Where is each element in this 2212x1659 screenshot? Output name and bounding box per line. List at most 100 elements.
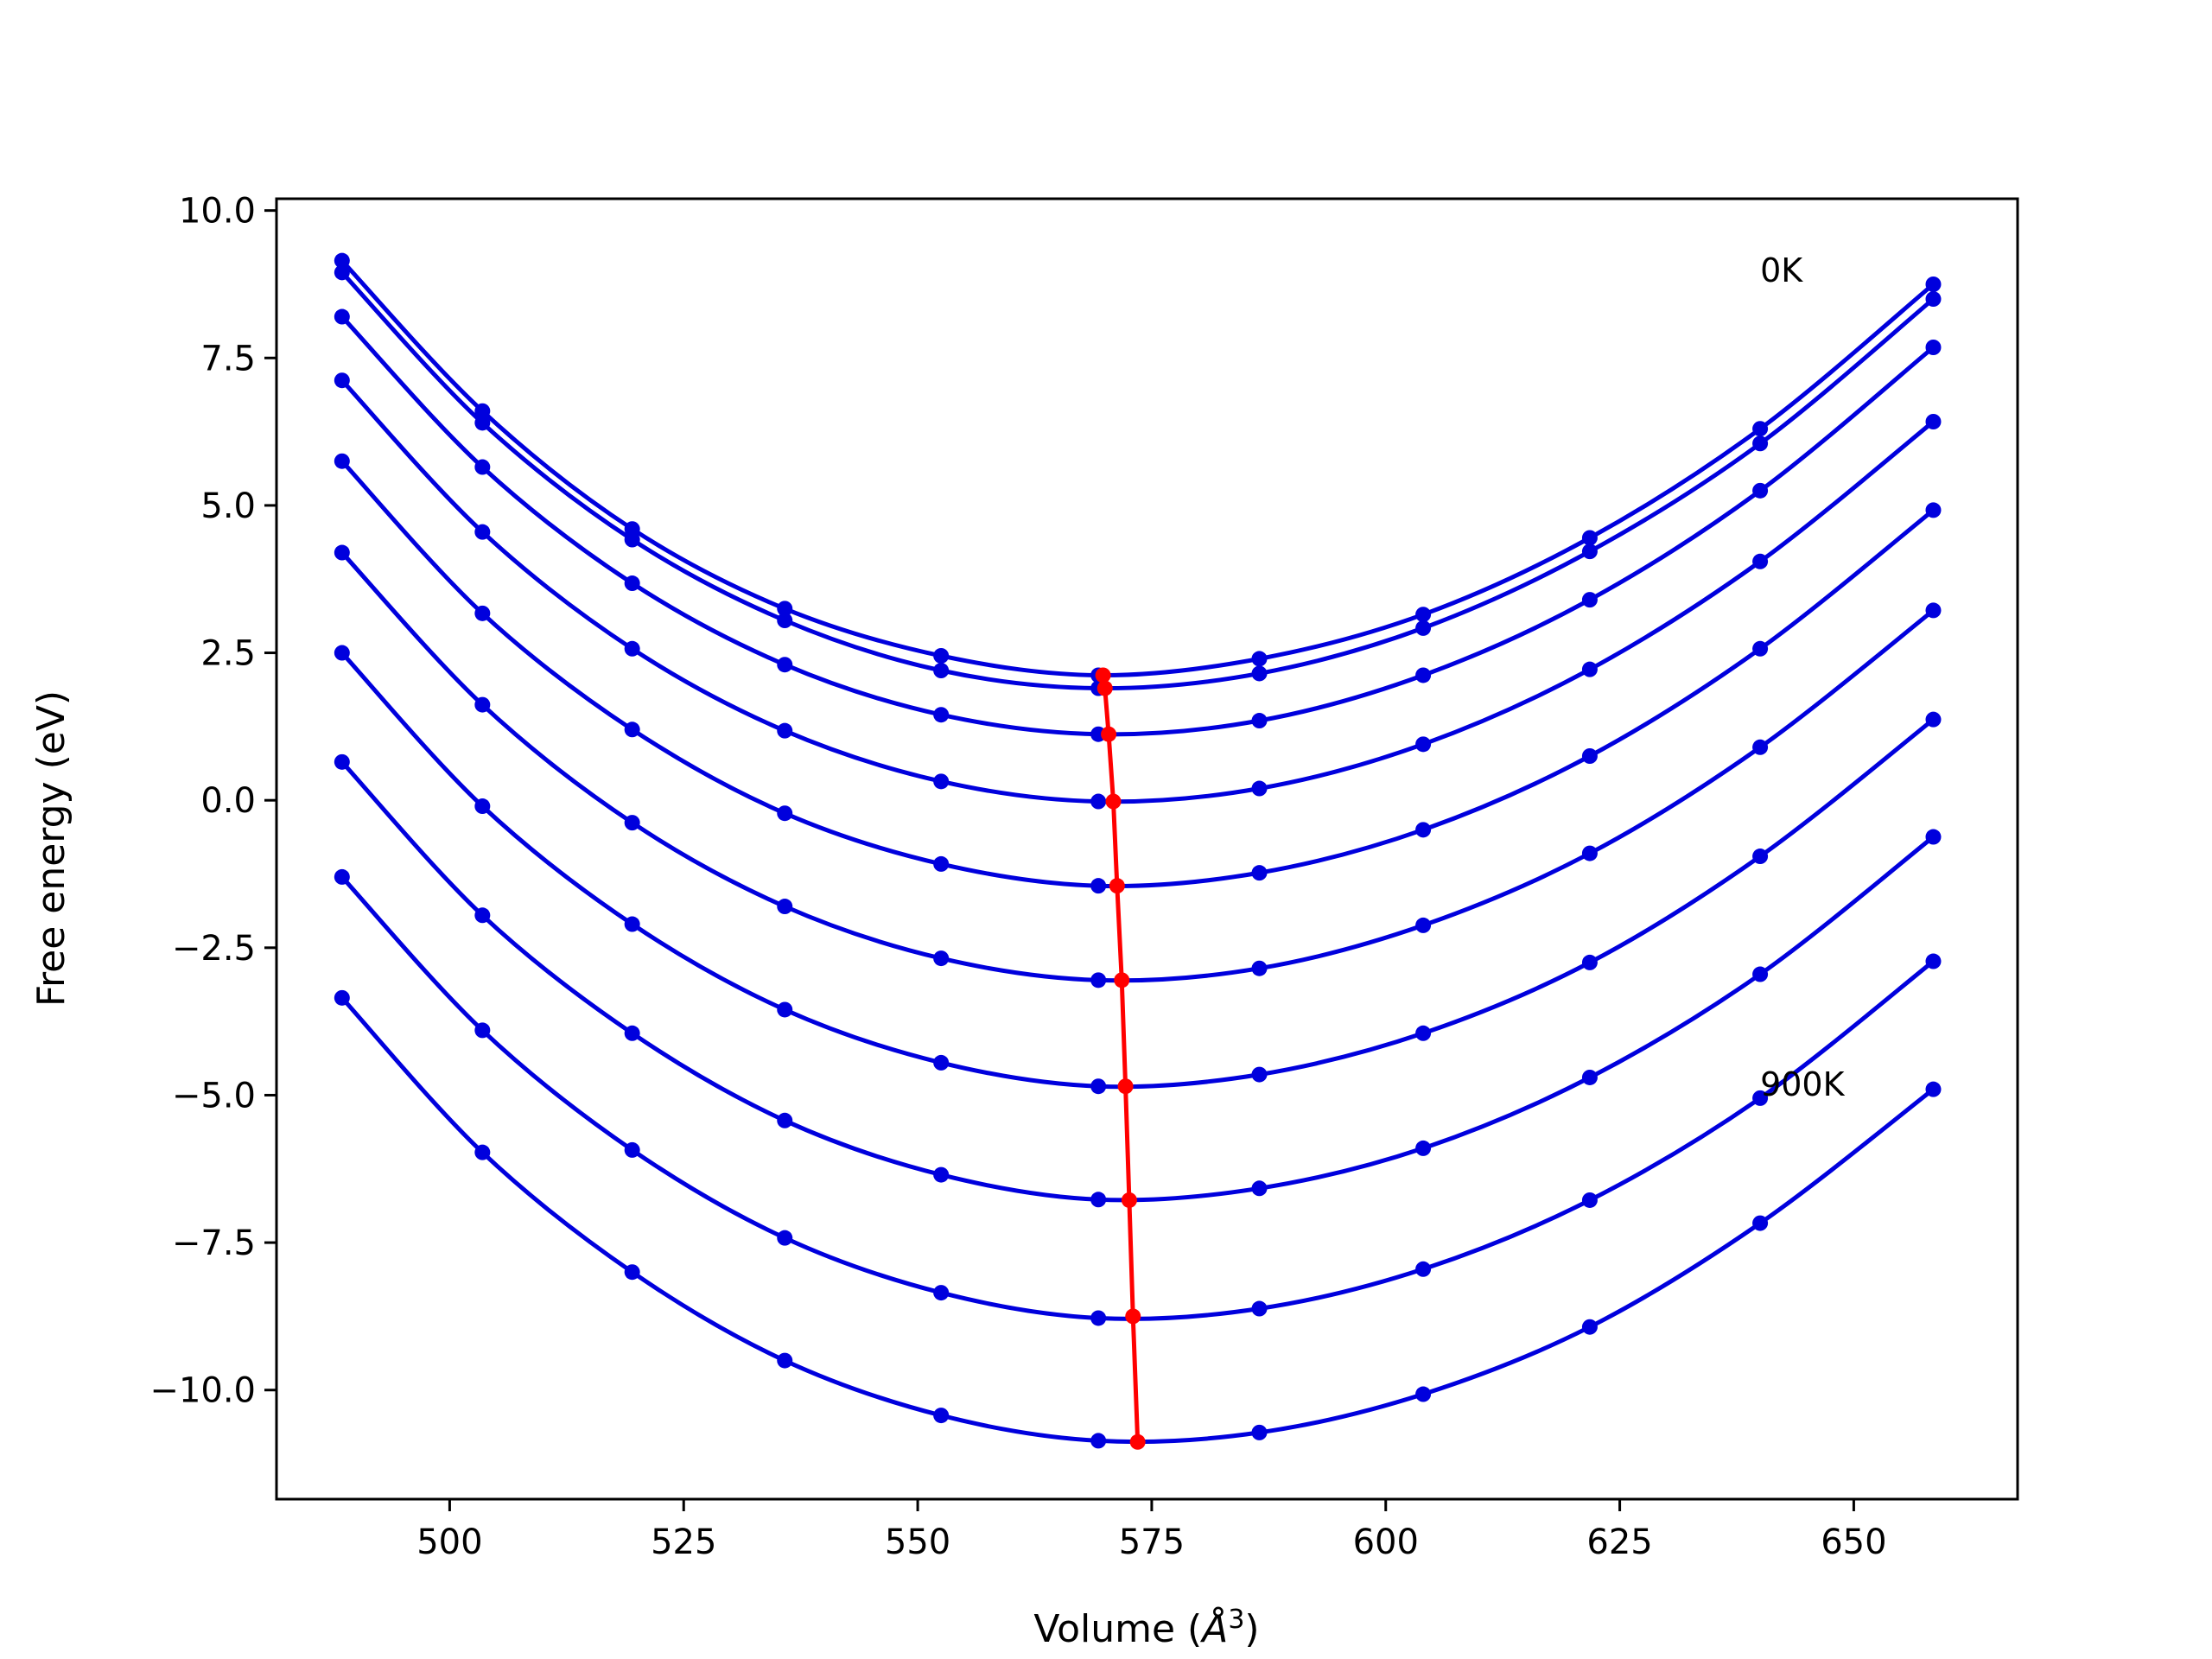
series-1-point-6 [1251,665,1268,682]
series-3-point-7 [1415,736,1432,753]
series-1-point-2 [624,531,640,548]
x-tick-label-600: 600 [1353,1522,1419,1562]
series-6-point-5 [1090,1078,1107,1095]
series-2-line [340,315,1936,737]
series-7-point-4 [933,1166,950,1183]
series-5-point-5 [1090,972,1107,988]
series-7 [334,753,1942,1208]
series-9-point-6 [1251,1424,1268,1440]
series-8-point-7 [1415,1261,1432,1277]
series-9-point-4 [933,1408,950,1424]
series-1-point-1 [474,415,491,431]
series-4-point-5 [1090,878,1107,894]
series-9-point-8 [1581,1319,1598,1335]
minimum-point-5 [1114,972,1130,988]
y-tick-label-2: 5.0 [200,486,256,526]
series-4-point-0 [334,453,350,469]
series-3-point-3 [777,722,793,739]
series-5 [334,544,1942,988]
y-tick-label-7: −7.5 [172,1224,256,1263]
series-3-line [340,378,1936,804]
y-tick-label-1: 7.5 [200,339,256,378]
series-3-point-6 [1251,780,1268,797]
minimum-point-6 [1117,1078,1134,1095]
series-4-point-3 [777,805,793,822]
series-1-point-10 [1925,291,1942,308]
series-5-point-9 [1752,739,1769,755]
series-0-point-0 [334,252,350,269]
series-6-point-0 [334,645,350,661]
series-4-point-10 [1925,502,1942,518]
series-4-point-1 [474,605,491,621]
series-4-point-8 [1581,748,1598,764]
series-2-point-4 [933,707,950,723]
minimum-point-7 [1121,1192,1137,1208]
series-7-point-7 [1415,1140,1432,1156]
series-4-point-2 [624,721,640,738]
annotation-1: 900K [1760,1065,1846,1103]
series-3-point-9 [1752,553,1769,569]
series-5-point-0 [334,544,350,561]
series-1-point-3 [777,613,793,629]
minimum-point-1 [1096,680,1113,696]
series-0-point-4 [933,647,950,664]
series-9-point-2 [624,1264,640,1281]
series-4-point-6 [1251,865,1268,881]
series-7-point-1 [474,907,491,924]
y-tick-label-6: −5.0 [172,1076,256,1116]
series-8-point-1 [474,1022,491,1039]
series-6-point-4 [933,1054,950,1071]
x-tick-label-625: 625 [1586,1522,1652,1562]
series-9-point-5 [1090,1433,1107,1449]
series-7-point-6 [1251,1180,1268,1197]
series-8-line [340,875,1936,1321]
series-1-point-8 [1581,543,1598,560]
series-6-point-9 [1752,849,1769,865]
series-9-point-1 [474,1144,491,1160]
minimum-point-2 [1101,726,1117,742]
x-tick-label-550: 550 [885,1522,950,1562]
series-8-point-4 [933,1285,950,1301]
series-5-point-8 [1581,845,1598,861]
series-6-point-2 [624,916,640,932]
minimum-point-8 [1125,1308,1141,1325]
series-9-point-0 [334,989,350,1006]
series-3-point-5 [1090,793,1107,810]
y-axis-ticks: 10.0 7.5 5.0 2.5 0.0 −2.5 −5.0 −7.5 −10.0 [149,192,276,1411]
series-9-point-9 [1752,1215,1769,1231]
series-9 [334,989,1942,1449]
series-5-point-3 [777,899,793,915]
series-8-point-8 [1581,1192,1598,1208]
series-1-point-7 [1415,620,1432,636]
series-6-line [340,651,1936,1090]
series-0-point-9 [1752,421,1769,437]
series-7-point-10 [1925,829,1942,845]
series-5-point-4 [933,950,950,967]
series-3-point-10 [1925,414,1942,429]
series-8-point-3 [777,1230,793,1246]
series-6-point-8 [1581,954,1598,970]
y-tick-label-8: −10.0 [149,1371,256,1411]
series-0 [334,252,1942,683]
series-2-point-10 [1925,340,1942,355]
series-0-point-10 [1925,276,1942,292]
series-9-point-7 [1415,1386,1432,1402]
series-2-point-2 [624,575,640,592]
series-5-point-6 [1251,960,1268,976]
x-axis-label: Volume (Å3) [1033,1605,1259,1651]
series-1 [334,264,1942,696]
x-tick-label-525: 525 [651,1522,716,1562]
series-2-point-9 [1752,482,1769,499]
energy-curves [334,252,1942,1449]
series-2-point-3 [777,657,793,673]
series-3-point-4 [933,773,950,790]
series-9-point-10 [1925,1081,1942,1097]
series-8-point-10 [1925,953,1942,969]
series-2 [334,308,1942,742]
series-2-point-6 [1251,713,1268,729]
series-4 [334,453,1942,894]
series-6 [334,645,1942,1095]
series-7-point-3 [777,1112,793,1128]
series-8-point-6 [1251,1300,1268,1317]
